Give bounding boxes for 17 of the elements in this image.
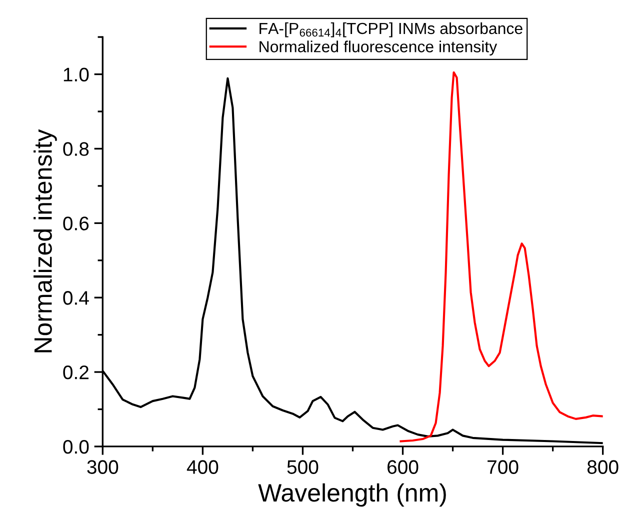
x-axis-title: Wavelength (nm) bbox=[258, 483, 446, 507]
x-tick-label: 600 bbox=[388, 460, 418, 474]
x-tick-label: 800 bbox=[587, 460, 618, 474]
y-tick-label: 1.0 bbox=[64, 68, 89, 82]
line-series bbox=[400, 71, 603, 442]
legend-label: FA-[P$_{66614}$]$_{4}$[TCPP] INMs absorbance bbox=[260, 22, 522, 38]
y-tick-label: 0.0 bbox=[63, 440, 89, 454]
y-tick-label: 0.6 bbox=[63, 216, 89, 230]
y-tick-label: 0.2 bbox=[63, 366, 88, 380]
y-axis-title: Normalized intensity bbox=[34, 129, 57, 352]
x-tick-label: 500 bbox=[287, 460, 318, 474]
y-tick-label: 0.4 bbox=[63, 291, 89, 305]
x-tick-label: 300 bbox=[87, 460, 118, 474]
x-tick-label: 700 bbox=[488, 460, 518, 474]
y-tick-label: 0.8 bbox=[63, 142, 89, 156]
legend-label: Normalized fluorescence intensity bbox=[260, 40, 498, 56]
x-tick-label: 400 bbox=[186, 460, 218, 474]
